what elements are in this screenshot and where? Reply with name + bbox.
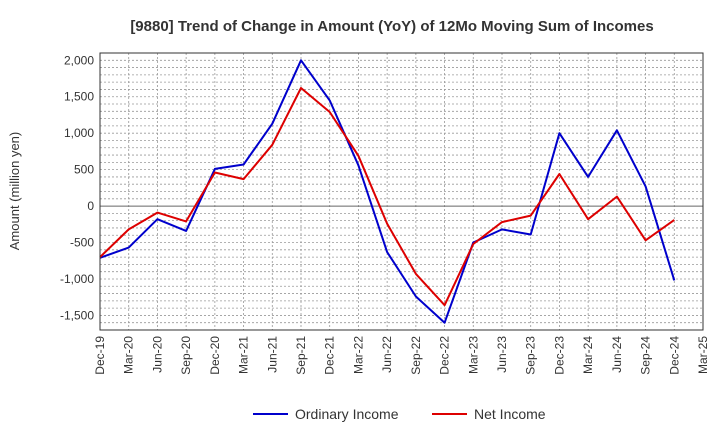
y-tick-label: 1,500 bbox=[64, 90, 94, 104]
x-tick-label: Mar-21 bbox=[237, 336, 251, 374]
x-tick-label: Sep-22 bbox=[409, 336, 423, 375]
x-tick-label: Jun-22 bbox=[380, 336, 394, 373]
x-tick-label: Jun-23 bbox=[495, 336, 509, 373]
x-tick-label: Sep-24 bbox=[639, 336, 653, 375]
y-tick-label: -500 bbox=[70, 236, 94, 250]
x-tick-label: Sep-21 bbox=[294, 336, 308, 375]
legend: Ordinary Income Net Income bbox=[253, 406, 546, 422]
chart-title: [9880] Trend of Change in Amount (YoY) o… bbox=[130, 18, 653, 35]
y-tick-label: 0 bbox=[87, 199, 94, 213]
x-tick-label: Sep-23 bbox=[524, 336, 538, 375]
y-tick-label: -1,500 bbox=[60, 308, 94, 322]
x-tick-label: Dec-21 bbox=[323, 336, 337, 375]
x-tick-label: Mar-22 bbox=[351, 336, 365, 374]
series-line-net-income bbox=[99, 87, 675, 307]
plot-frame bbox=[99, 52, 704, 331]
x-tick-label: Mar-25 bbox=[696, 336, 710, 374]
grid bbox=[99, 52, 704, 331]
series-lines bbox=[99, 59, 676, 324]
x-tick-label: Jun-21 bbox=[265, 336, 279, 373]
x-tick-label: Dec-24 bbox=[667, 336, 681, 375]
y-tick-label: 1,000 bbox=[64, 126, 94, 140]
y-tick-label: -1,000 bbox=[60, 272, 94, 286]
series-line-ordinary-income bbox=[99, 59, 676, 324]
legend-label: Ordinary Income bbox=[295, 406, 399, 422]
y-axis-label: Amount (million yen) bbox=[7, 132, 22, 251]
y-tick-labels: 2,000 1,500 1,000 500 0 -500 -1,000 -1,500 bbox=[60, 53, 94, 322]
x-tick-labels: Dec-19 Mar-20 Jun-20 Sep-20 Dec-20 Mar-21 Jun-… bbox=[93, 336, 710, 375]
x-tick-label: Dec-20 bbox=[208, 336, 222, 375]
x-tick-label: Mar-20 bbox=[122, 336, 136, 374]
x-tick-label: Sep-20 bbox=[179, 336, 193, 375]
x-tick-label: Dec-23 bbox=[552, 336, 566, 375]
legend-label: Net Income bbox=[474, 406, 546, 422]
x-tick-label: Dec-22 bbox=[438, 336, 452, 375]
x-tick-label: Jun-20 bbox=[150, 336, 164, 373]
x-tick-label: Mar-24 bbox=[581, 336, 595, 374]
y-tick-label: 500 bbox=[74, 163, 94, 177]
x-tick-label: Mar-23 bbox=[466, 336, 480, 374]
x-tick-label: Dec-19 bbox=[93, 336, 107, 375]
x-tick-label: Jun-24 bbox=[610, 336, 624, 373]
y-tick-label: 2,000 bbox=[64, 53, 94, 67]
